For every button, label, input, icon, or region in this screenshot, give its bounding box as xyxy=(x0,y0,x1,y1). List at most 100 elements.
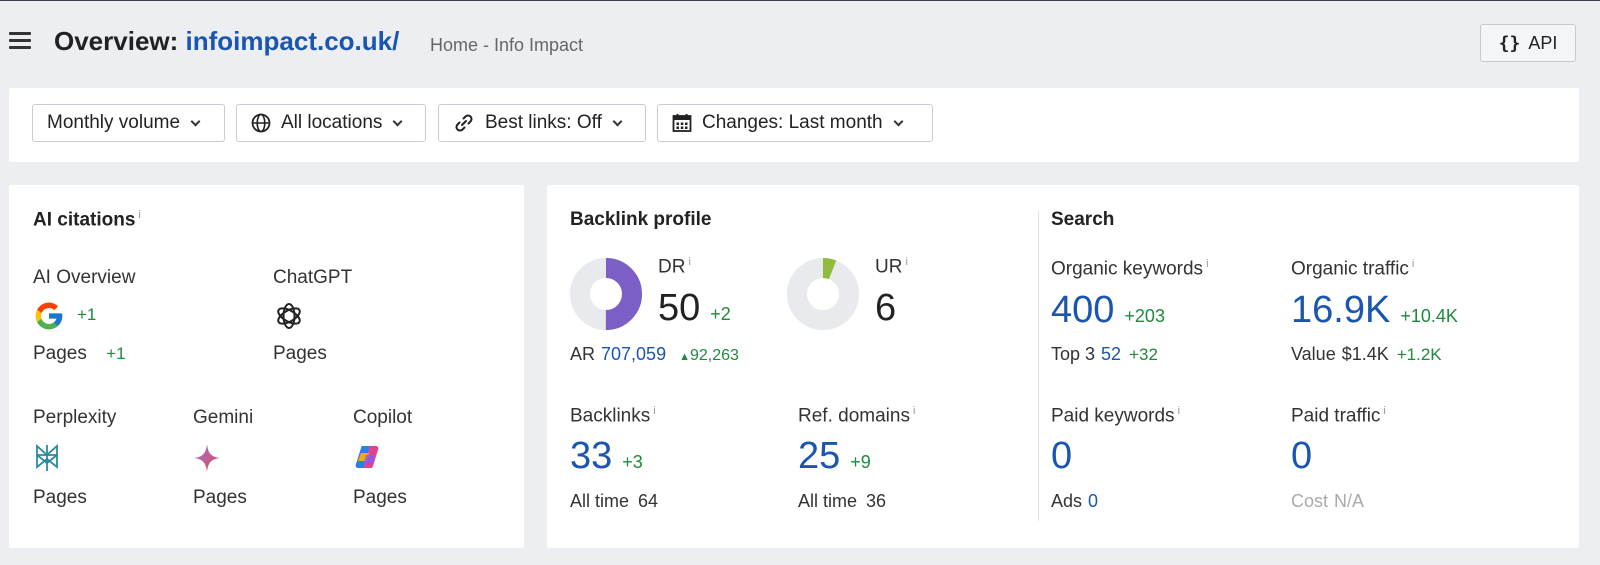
perplexity-icon xyxy=(36,443,58,471)
changes-dropdown[interactable]: Changes: Last month xyxy=(657,104,933,142)
organic-traffic-number[interactable]: 16.9K xyxy=(1291,289,1391,331)
cost-row: Cost N/A xyxy=(1291,491,1364,512)
dr-label: DR i xyxy=(658,256,691,278)
copilot-icon xyxy=(355,446,379,468)
calendar-icon xyxy=(672,114,692,132)
page-subtitle: Home - Info Impact xyxy=(430,35,584,55)
ads-label: Ads xyxy=(1051,491,1083,511)
perplexity-pages: Pages xyxy=(33,487,87,508)
traffic-value-row: Value $1.4K +1.2K xyxy=(1291,344,1442,365)
braces-icon: {} xyxy=(1498,32,1521,54)
ai-citations-title: AI citations i xyxy=(33,209,141,231)
ref-domains-label-text: Ref. domains xyxy=(798,405,910,427)
globe-icon xyxy=(251,113,271,133)
dr-number: 50 xyxy=(658,287,701,329)
google-icon xyxy=(35,302,63,330)
chatgpt-pages: Pages xyxy=(273,343,327,364)
overview-metrics-card: Backlink profile DR i 50 +2 UR i 6 AR 707,05… xyxy=(547,185,1579,548)
top-border xyxy=(0,0,1600,1)
dr-value: 50 +2 xyxy=(658,287,731,330)
all-time-label: All time xyxy=(570,491,630,511)
value-delta: +1.2K xyxy=(1396,345,1442,364)
api-label: API xyxy=(1528,32,1558,53)
ref-domains-all-time: All time 36 xyxy=(798,491,886,512)
ar-delta: ▲92,263 xyxy=(679,347,739,364)
organic-traffic-value: 16.9K +10.4K xyxy=(1291,289,1458,332)
best-links-dropdown[interactable]: Best links: Off xyxy=(438,104,646,142)
organic-traffic-label: Organic traffic i xyxy=(1291,258,1414,280)
pages-label: Pages xyxy=(33,343,87,364)
api-button[interactable]: {} API xyxy=(1480,24,1576,62)
paid-traffic-value[interactable]: 0 xyxy=(1291,435,1313,477)
dr-donut-chart xyxy=(570,258,642,330)
ai-overview-delta: +1 xyxy=(77,305,97,324)
cost-label: Cost xyxy=(1291,491,1329,511)
hamburger-menu-icon[interactable] xyxy=(9,32,31,50)
info-icon[interactable]: i xyxy=(1411,258,1415,270)
locations-dropdown[interactable]: All locations xyxy=(236,104,426,142)
ref-domains-number[interactable]: 25 xyxy=(798,435,841,477)
ai-citations-card: AI citations i AI Overview +1 Pages +1 Ch… xyxy=(9,185,524,548)
organic-traffic-label-text: Organic traffic xyxy=(1291,258,1409,280)
paid-keywords-label-text: Paid keywords xyxy=(1051,405,1175,427)
paid-keywords-value[interactable]: 0 xyxy=(1051,435,1073,477)
perplexity-label: Perplexity xyxy=(33,407,117,428)
info-icon[interactable]: i xyxy=(688,256,691,268)
title-prefix: Overview: xyxy=(54,26,179,56)
organic-keywords-delta: +203 xyxy=(1124,306,1165,326)
ur-donut-fill xyxy=(787,258,859,330)
top3-value[interactable]: 52 xyxy=(1101,344,1122,364)
page-header: Overview: infoimpact.co.uk/ Home - Info … xyxy=(0,18,1600,70)
top3-label: Top 3 xyxy=(1051,344,1096,364)
info-icon[interactable]: i xyxy=(1383,405,1386,417)
paid-keywords-label: Paid keywords i xyxy=(1051,405,1180,427)
all-time-value: 36 xyxy=(866,491,887,511)
cost-value: N/A xyxy=(1334,491,1365,511)
info-icon[interactable]: i xyxy=(905,256,908,268)
chevron-down-icon xyxy=(190,116,201,126)
organic-traffic-delta: +10.4K xyxy=(1400,306,1458,326)
pages-delta: +1 xyxy=(106,344,126,363)
dr-delta: +2 xyxy=(710,304,731,324)
ur-label: UR i xyxy=(875,256,908,278)
ref-domains-delta: +9 xyxy=(850,452,871,472)
paid-traffic-label-text: Paid traffic xyxy=(1291,405,1381,427)
dr-label-text: DR xyxy=(658,256,686,278)
info-icon[interactable]: i xyxy=(1206,258,1209,270)
monthly-volume-dropdown[interactable]: Monthly volume xyxy=(32,104,225,142)
search-title: Search xyxy=(1051,209,1115,230)
backlinks-number[interactable]: 33 xyxy=(570,435,613,477)
chevron-down-icon xyxy=(893,116,904,126)
top3-row: Top 3 52 +32 xyxy=(1051,344,1158,365)
filter-label: All locations xyxy=(281,112,383,133)
top3-delta: +32 xyxy=(1129,345,1158,364)
filter-label: Best links: Off xyxy=(485,112,602,133)
ads-value[interactable]: 0 xyxy=(1088,491,1099,511)
info-icon[interactable]: i xyxy=(138,209,141,221)
paid-traffic-label: Paid traffic i xyxy=(1291,405,1386,427)
copilot-label: Copilot xyxy=(353,407,413,428)
section-divider xyxy=(1038,211,1039,521)
filter-label: Changes: Last month xyxy=(702,112,883,133)
ar-row: AR 707,059 ▲92,263 xyxy=(570,344,739,365)
organic-keywords-number[interactable]: 400 xyxy=(1051,289,1115,331)
chatgpt-label: ChatGPT xyxy=(273,267,353,288)
gemini-pages: Pages xyxy=(193,487,247,508)
chevron-down-icon xyxy=(612,116,623,126)
filter-bar: Monthly volume All locations Best links:… xyxy=(9,88,1579,162)
ur-label-text: UR xyxy=(875,256,903,278)
backlinks-label: Backlinks i xyxy=(570,405,656,427)
all-time-label: All time xyxy=(798,491,858,511)
ai-citations-title-text: AI citations xyxy=(33,209,136,231)
ar-value[interactable]: 707,059 xyxy=(601,344,667,364)
organic-keywords-label-text: Organic keywords xyxy=(1051,258,1204,280)
info-icon[interactable]: i xyxy=(653,405,656,417)
chatgpt-icon xyxy=(277,303,301,329)
gemini-label: Gemini xyxy=(193,407,254,428)
info-icon[interactable]: i xyxy=(912,405,916,417)
value-amount: $1.4K xyxy=(1341,344,1389,364)
ai-overview-label: AI Overview xyxy=(33,267,136,288)
domain-link[interactable]: infoimpact.co.uk/ xyxy=(185,26,400,56)
chevron-down-icon xyxy=(392,116,403,126)
info-icon[interactable]: i xyxy=(1177,405,1181,417)
